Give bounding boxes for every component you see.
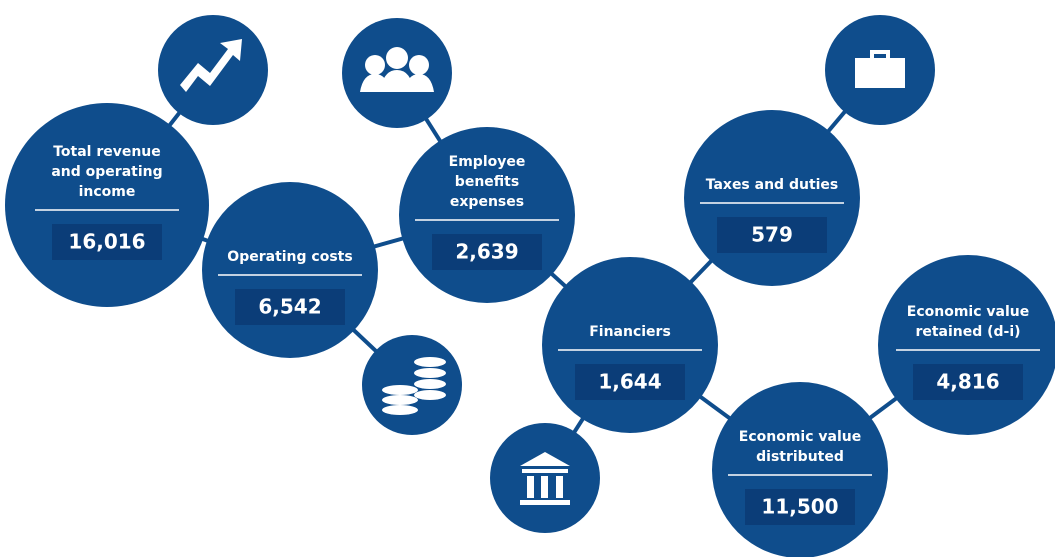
node-circle — [878, 255, 1055, 435]
icons — [180, 39, 905, 505]
value-box — [52, 224, 162, 260]
node-label: benefits — [455, 174, 519, 190]
node-circle — [5, 103, 209, 307]
node-label: distributed — [756, 449, 844, 465]
node: Taxes and duties 579 — [684, 110, 860, 286]
node-label: retained (d-i) — [915, 324, 1020, 340]
node: Economic value distributed 11,500 — [712, 382, 888, 557]
node-value: 6,542 — [258, 295, 321, 319]
node-label: Employee — [449, 154, 526, 170]
node-label: and operating — [51, 164, 162, 180]
value-box — [913, 364, 1023, 400]
node-label: Operating costs — [227, 249, 352, 265]
node-value: 11,500 — [761, 495, 838, 519]
node-circle — [684, 110, 860, 286]
value-box — [717, 217, 827, 253]
node-label: Taxes and duties — [706, 177, 839, 193]
node: Economic value retained (d-i) 4,816 — [878, 255, 1055, 435]
value-box — [575, 364, 685, 400]
node-label: expenses — [450, 194, 524, 210]
node: Operating costs 6,542 — [202, 182, 378, 358]
node-value: 4,816 — [936, 370, 999, 394]
node-value: 16,016 — [68, 230, 145, 254]
node-label: Financiers — [589, 324, 671, 340]
node: Employee benefits expenses 2,639 — [399, 127, 575, 303]
node-value: 2,639 — [455, 240, 518, 264]
node-label: Economic value — [739, 429, 861, 445]
node-value: 579 — [751, 223, 793, 247]
node: Total revenue and operating income 16,016 — [5, 103, 209, 307]
node-value: 1,644 — [598, 370, 661, 394]
value-box — [432, 234, 542, 270]
node-label: Economic value — [907, 304, 1029, 320]
node-circle — [542, 257, 718, 433]
nodes: Total revenue and operating income 16,016 Op… — [5, 103, 1055, 557]
node-circle — [712, 382, 888, 557]
value-box — [235, 289, 345, 325]
node: Financiers 1,644 — [542, 257, 718, 433]
node-label: Total revenue — [53, 144, 161, 160]
value-box — [745, 489, 855, 525]
node-label: income — [79, 184, 136, 200]
node-circle — [202, 182, 378, 358]
